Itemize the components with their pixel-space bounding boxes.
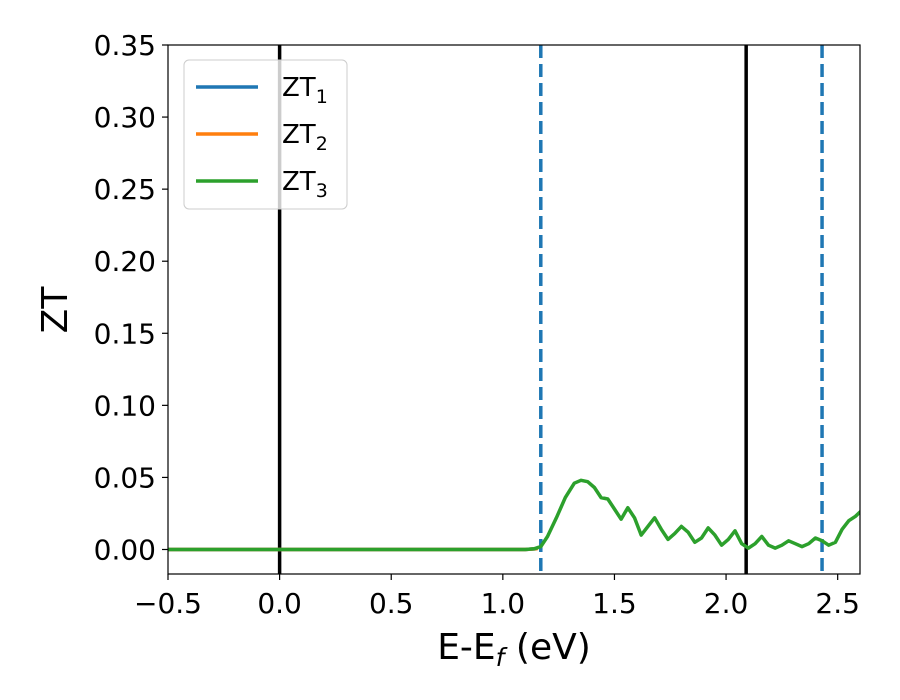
y-axis-label: ZT	[35, 286, 76, 334]
x-tick-label: −0.5	[134, 587, 202, 620]
y-tick-label: 0.15	[94, 317, 156, 350]
legend-box	[183, 59, 348, 210]
y-tick-label: 0.30	[94, 101, 156, 134]
x-tick-label: 1.0	[481, 587, 526, 620]
series-line-zt3	[168, 478, 860, 552]
x-tick-label: 2.0	[704, 587, 749, 620]
series-lines	[168, 478, 860, 552]
x-tick-label: 1.5	[592, 587, 637, 620]
legend-label-zt2: ZT2	[282, 120, 328, 155]
y-axis-ticks: 0.00 0.05 0.10 0.15 0.20 0.25 0.30 0.35	[94, 29, 168, 566]
y-tick-label: 0.10	[94, 389, 156, 422]
x-tick-label: 0.0	[257, 587, 302, 620]
x-tick-label: 2.5	[815, 587, 860, 620]
y-tick-label: 0.35	[94, 29, 156, 62]
plot-area-frame	[167, 44, 861, 575]
y-tick-label: 0.25	[94, 173, 156, 206]
x-tick-label: 0.5	[369, 587, 414, 620]
legend: ZT1 ZT2 ZT3	[183, 59, 348, 210]
legend-label-zt3: ZT3	[282, 167, 328, 202]
x-axis-ticks: −0.5 0.0 0.5 1.0 1.5 2.0 2.5	[134, 574, 860, 620]
y-tick-label: 0.05	[94, 461, 156, 494]
y-tick-label: 0.20	[94, 245, 156, 278]
reference-lines	[277, 45, 824, 574]
x-axis-label: E-Ef (eV)	[437, 627, 591, 672]
y-tick-label: 0.00	[94, 533, 156, 566]
legend-label-zt1: ZT1	[282, 73, 328, 108]
